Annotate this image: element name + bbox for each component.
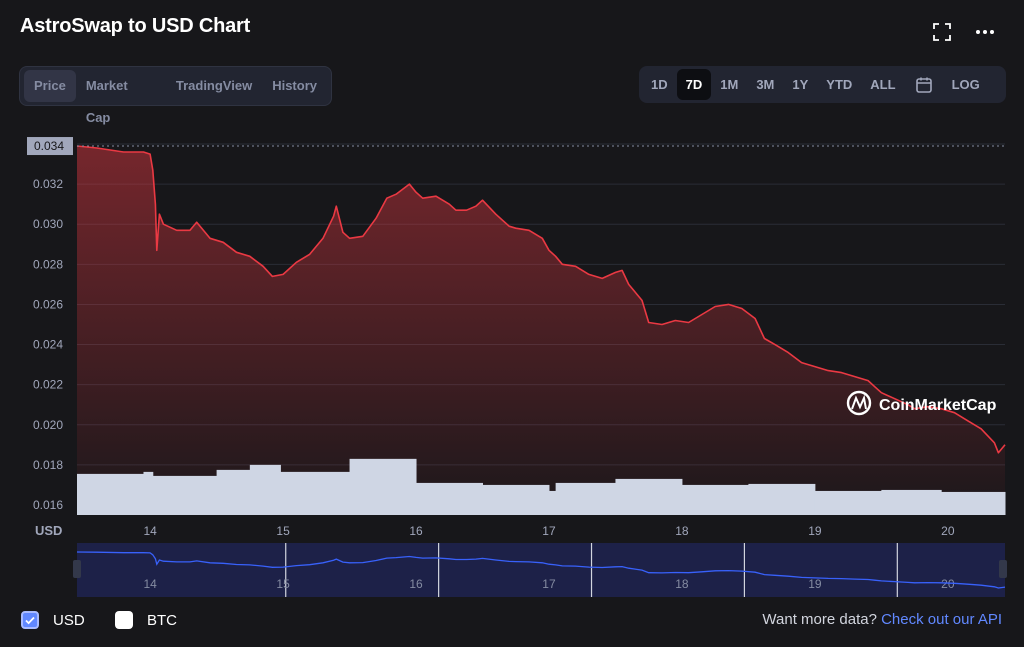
coinmarketcap-watermark: CoinMarketCap bbox=[846, 390, 997, 416]
checkmark-icon bbox=[25, 616, 35, 625]
navigator-tick-label: 14 bbox=[143, 577, 157, 591]
more-data-prompt: Want more data? bbox=[762, 611, 877, 628]
tab-market-cap[interactable]: Market Cap bbox=[85, 78, 128, 125]
more-data-footer: Want more data? Check out our API bbox=[762, 611, 1002, 628]
tab-price[interactable]: Price bbox=[24, 70, 76, 102]
coinmarketcap-logo-icon bbox=[846, 390, 872, 416]
volume-bar bbox=[152, 475, 218, 515]
x-tick-label: 15 bbox=[276, 524, 290, 538]
svg-text:0.034: 0.034 bbox=[34, 139, 64, 153]
axis-currency-label: USD bbox=[35, 523, 62, 538]
y-tick-label: 0.024 bbox=[33, 338, 63, 352]
volume-bar bbox=[681, 484, 749, 515]
api-link[interactable]: Check out our API bbox=[881, 611, 1002, 628]
calendar-icon[interactable] bbox=[905, 69, 943, 100]
x-tick-label: 17 bbox=[542, 524, 556, 538]
navigator-selected-range bbox=[77, 543, 1005, 597]
range-7d-button[interactable]: 7D bbox=[676, 69, 712, 100]
y-tick-label: 0.022 bbox=[33, 378, 63, 392]
y-tick-label: 0.030 bbox=[33, 217, 63, 231]
navigator-tick-label: 20 bbox=[941, 577, 955, 591]
volume-bar bbox=[216, 469, 251, 515]
volume-bar bbox=[249, 464, 281, 515]
volume-bars bbox=[77, 458, 1006, 515]
range-all-button[interactable]: ALL bbox=[870, 77, 896, 92]
navigator-tick-label: 18 bbox=[675, 577, 689, 591]
volume-bar bbox=[77, 473, 144, 515]
x-tick-label: 16 bbox=[409, 524, 423, 538]
chart-type-tabs: Price Market Cap TradingView History bbox=[19, 66, 332, 125]
navigator-left-handle[interactable] bbox=[73, 560, 81, 578]
x-tick-label: 20 bbox=[941, 524, 955, 538]
y-tick-label: 0.032 bbox=[33, 177, 63, 191]
range-ytd-button[interactable]: YTD bbox=[826, 77, 853, 92]
y-tick-label: 0.026 bbox=[33, 297, 63, 311]
x-axis: 14 15 16 17 18 19 20 bbox=[143, 524, 954, 538]
volume-bar bbox=[881, 489, 942, 515]
y-tick-label: 0.018 bbox=[33, 458, 63, 472]
volume-bar bbox=[941, 491, 1006, 515]
checkbox-btc[interactable] bbox=[115, 611, 133, 629]
x-tick-label: 19 bbox=[808, 524, 822, 538]
range-1d-button[interactable]: 1D bbox=[651, 77, 668, 92]
x-tick-label: 18 bbox=[675, 524, 689, 538]
volume-bar bbox=[416, 482, 484, 515]
tab-history[interactable]: History bbox=[272, 78, 317, 93]
chart-title: AstroSwap to USD Chart bbox=[20, 15, 251, 37]
range-1y-button[interactable]: 1Y bbox=[792, 77, 809, 92]
tab-tradingview[interactable]: TradingView bbox=[175, 78, 253, 93]
price-chart[interactable]: 0.016 0.018 0.020 0.022 0.024 0.026 0.028 0.030… bbox=[0, 120, 1024, 540]
range-navigator[interactable]: 14 15 16 17 18 19 20 bbox=[0, 542, 1024, 598]
x-tick-label: 14 bbox=[143, 524, 157, 538]
volume-bar bbox=[548, 490, 557, 515]
volume-bar bbox=[349, 458, 417, 515]
volume-bar bbox=[555, 482, 616, 515]
legend-btc-toggle[interactable]: BTC bbox=[115, 611, 177, 629]
volume-bar bbox=[143, 471, 154, 515]
log-scale-button[interactable]: LOG bbox=[951, 77, 980, 92]
price-area-fill bbox=[77, 146, 1005, 515]
legend-label-usd: USD bbox=[53, 611, 85, 629]
range-3m-button[interactable]: 3M bbox=[756, 77, 775, 92]
expand-icon[interactable] bbox=[930, 20, 954, 44]
y-tick-label: 0.016 bbox=[33, 498, 63, 512]
range-1m-button[interactable]: 1M bbox=[720, 77, 739, 92]
current-price-label: 0.034 bbox=[27, 137, 73, 156]
volume-bar bbox=[615, 478, 683, 515]
volume-bar bbox=[280, 471, 351, 515]
volume-bar bbox=[748, 483, 816, 515]
price-series-line bbox=[76, 145, 1006, 454]
navigator-tick-label: 15 bbox=[276, 577, 290, 591]
y-axis: 0.016 0.018 0.020 0.022 0.024 0.026 0.028 0.030… bbox=[33, 177, 63, 512]
svg-text:CoinMarketCap: CoinMarketCap bbox=[879, 397, 997, 414]
navigator-tick-label: 16 bbox=[409, 577, 423, 591]
legend-label-btc: BTC bbox=[147, 611, 177, 629]
navigator-tick-label: 17 bbox=[542, 577, 556, 591]
legend-usd-toggle[interactable]: USD bbox=[21, 611, 85, 629]
checkbox-usd[interactable] bbox=[21, 611, 39, 629]
time-range-selector: 1D 7D 1M 3M 1Y YTD ALL LOG bbox=[639, 66, 1006, 103]
volume-bar bbox=[814, 490, 882, 515]
navigator-series-line bbox=[76, 551, 1006, 589]
navigator-x-axis: 14 15 16 17 18 19 20 bbox=[143, 543, 955, 597]
navigator-right-handle[interactable] bbox=[999, 560, 1007, 578]
y-tick-label: 0.028 bbox=[33, 257, 63, 271]
navigator-tick-label: 19 bbox=[808, 577, 822, 591]
volume-bar bbox=[482, 484, 550, 515]
more-horizontal-icon[interactable] bbox=[973, 20, 997, 44]
y-tick-label: 0.020 bbox=[33, 418, 63, 432]
